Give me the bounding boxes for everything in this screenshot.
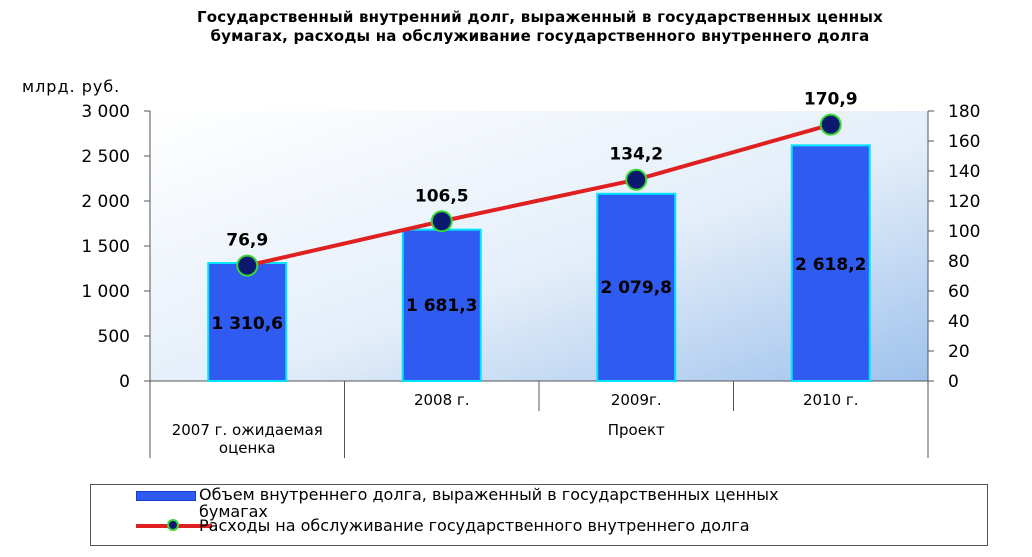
left-tick-label: 2 000 — [81, 192, 130, 212]
left-tick-label: 500 — [98, 327, 130, 347]
line-point — [625, 168, 648, 191]
category-label-line: оценка — [219, 439, 276, 457]
left-tick-label: 1 000 — [81, 282, 130, 302]
category-label-line: 2007 г. ожидаемая — [172, 421, 323, 439]
right-tick-label: 160 — [948, 132, 980, 152]
line-point — [819, 113, 842, 136]
bar — [790, 144, 871, 382]
legend-bar-label-line1: Объем внутреннего долга, выраженный в го… — [199, 485, 779, 504]
y-unit-label: млрд. руб. — [22, 77, 120, 96]
bar-value-label: 1 310,6 — [211, 314, 283, 334]
bar-value-label: 1 681,3 — [406, 296, 478, 316]
right-tick-label: 60 — [948, 282, 970, 302]
chart-title-line2: бумагах, расходы на обслуживание государ… — [210, 27, 870, 45]
bar — [401, 228, 482, 382]
legend-line-marker — [167, 519, 179, 531]
line-series — [246, 122, 832, 268]
right-tick-label: 100 — [948, 222, 980, 242]
bar-value-label: 2 618,2 — [795, 255, 867, 275]
left-tick-label: 0 — [119, 372, 130, 392]
line-value-label: 170,9 — [804, 90, 858, 110]
group-label: Проект — [608, 421, 665, 439]
line-point — [430, 210, 453, 233]
right-tick-label: 180 — [948, 102, 980, 122]
chart-title: Государственный внутренний долг, выражен… — [60, 8, 1020, 46]
right-tick-label: 80 — [948, 252, 970, 272]
bar — [207, 262, 288, 382]
left-tick-label: 3 000 — [81, 102, 130, 122]
line-value-label: 134,2 — [609, 145, 663, 165]
right-tick-label: 40 — [948, 312, 970, 332]
right-tick-label: 0 — [948, 372, 959, 392]
line-value-label: 106,5 — [415, 186, 469, 206]
left-tick-label: 2 500 — [81, 147, 130, 167]
legend-bar-label: Объем внутреннего долга, выраженный в го… — [199, 486, 779, 520]
right-tick-label: 140 — [948, 162, 980, 182]
bar — [596, 192, 677, 382]
legend-line-label: Расходы на обслуживание государственного… — [199, 516, 750, 535]
line-point — [236, 254, 259, 277]
right-tick-label: 120 — [948, 192, 980, 212]
chart-title-line1: Государственный внутренний долг, выражен… — [197, 8, 883, 26]
legend-bar-swatch — [136, 491, 196, 501]
right-tick-label: 20 — [948, 342, 970, 362]
bar-value-label: 2 079,8 — [600, 278, 672, 298]
left-tick-label: 1 500 — [81, 237, 130, 257]
legend-bar-label-line2: бумагах — [199, 502, 268, 521]
category-label: 2009г. — [611, 391, 662, 409]
category-label: 2008 г. — [414, 391, 470, 409]
category-label: 2010 г. — [803, 391, 859, 409]
legend: Объем внутреннего долга, выраженный в го… — [90, 484, 988, 546]
line-value-label: 76,9 — [226, 231, 268, 251]
